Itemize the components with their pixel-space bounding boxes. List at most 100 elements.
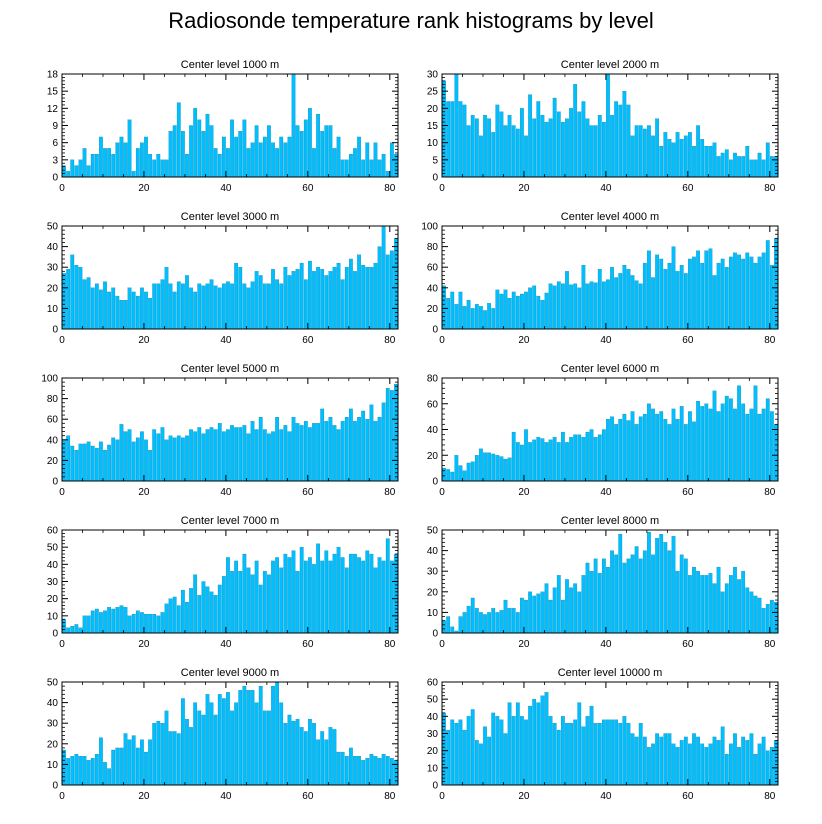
histogram-bar xyxy=(524,135,528,178)
histogram-bar xyxy=(688,411,692,482)
histogram-bar xyxy=(573,583,578,634)
histogram-bar xyxy=(221,576,226,634)
histogram-bar xyxy=(642,128,647,178)
histogram-bar xyxy=(729,743,733,786)
histogram-bar xyxy=(606,73,610,178)
histogram-bar xyxy=(593,125,598,178)
histogram-bar xyxy=(152,283,157,330)
histogram-bar xyxy=(254,271,259,330)
histogram-bar xyxy=(536,437,541,482)
histogram-bar xyxy=(679,265,684,330)
histogram-bar xyxy=(729,575,733,634)
histogram-bar xyxy=(700,406,705,482)
histogram-bar xyxy=(217,694,222,786)
histogram-bar xyxy=(601,719,606,786)
histogram-bar xyxy=(234,702,239,786)
histogram-bar xyxy=(552,437,557,482)
histogram-bar xyxy=(745,252,750,330)
histogram-bar xyxy=(544,292,549,330)
y-tick-label: 60 xyxy=(47,526,59,537)
y-tick-label: 60 xyxy=(427,678,439,689)
histogram-bar xyxy=(156,153,161,178)
histogram-bar xyxy=(283,553,288,634)
histogram-bar xyxy=(462,612,467,634)
histogram-bar xyxy=(577,287,582,330)
histogram-bar xyxy=(487,736,491,786)
histogram-bar xyxy=(511,608,516,634)
histogram-bar xyxy=(606,279,610,330)
histogram-bar xyxy=(741,258,746,330)
histogram-bar xyxy=(119,424,124,482)
histogram-bar xyxy=(381,225,386,330)
histogram-bar xyxy=(589,125,594,178)
histogram-bar xyxy=(164,159,169,178)
histogram-bar xyxy=(340,557,345,634)
histogram-bar xyxy=(491,712,496,786)
histogram-bar xyxy=(250,574,255,634)
histogram-bar xyxy=(712,583,717,634)
histogram-bar xyxy=(82,279,87,330)
histogram-bar xyxy=(140,612,144,634)
histogram-bar xyxy=(704,403,709,482)
histogram-bar xyxy=(107,444,111,482)
histogram-bar xyxy=(148,153,152,178)
x-tick-label: 40 xyxy=(600,639,612,650)
y-tick-label: 80 xyxy=(427,242,439,253)
histogram-bar xyxy=(446,616,451,634)
histogram-bar xyxy=(385,756,390,786)
histogram-bar xyxy=(176,102,181,178)
histogram-bar xyxy=(556,281,561,330)
x-tick-label: 0 xyxy=(439,791,445,802)
x-tick-label: 40 xyxy=(600,335,612,346)
histogram-bar xyxy=(745,413,750,482)
histogram-bar xyxy=(172,437,177,482)
histogram-bar xyxy=(320,269,325,330)
histogram-bar xyxy=(193,291,198,330)
histogram-bar xyxy=(757,256,762,330)
histogram-bar xyxy=(230,283,234,330)
histogram-bar xyxy=(761,252,766,330)
y-tick-label: 20 xyxy=(47,283,59,294)
histogram-bar xyxy=(593,437,598,482)
histogram-bar xyxy=(737,747,741,786)
histogram-bar xyxy=(365,550,370,634)
histogram-bar xyxy=(544,442,549,482)
histogram-bar xyxy=(663,419,668,482)
histogram-bar xyxy=(336,262,341,330)
panel-2: Center level 2000 m 0 5 10 15 20 25 30 0 20 40 60 80 xyxy=(427,59,779,194)
x-tick-label: 20 xyxy=(518,791,530,802)
histogram-bar xyxy=(94,447,99,482)
histogram-bar xyxy=(328,727,333,786)
histogram-bar xyxy=(520,716,524,786)
histogram-bar xyxy=(520,108,524,178)
y-tick-label: 10 xyxy=(47,304,59,315)
histogram-bar xyxy=(86,441,91,482)
histogram-bar xyxy=(271,269,275,330)
histogram-bar xyxy=(201,714,206,786)
histogram-bar xyxy=(205,283,210,330)
histogram-bar xyxy=(601,558,606,634)
histogram-bar xyxy=(140,142,144,178)
histogram-bar xyxy=(148,613,152,634)
histogram-bar xyxy=(320,408,325,482)
panel-9: Center level 9000 m 0 10 20 30 40 50 0 20 40 60 80 xyxy=(47,667,399,802)
histogram-bar xyxy=(630,135,635,178)
histogram-bar xyxy=(573,719,578,786)
histogram-bar xyxy=(642,550,647,634)
y-tick-label: 20 xyxy=(47,456,59,467)
histogram-bar xyxy=(577,702,582,786)
histogram-bar xyxy=(238,131,243,178)
histogram-bar xyxy=(712,390,717,482)
histogram-bar xyxy=(548,283,553,330)
histogram-bar xyxy=(597,573,602,634)
histogram-bar xyxy=(160,279,165,330)
histogram-bar xyxy=(344,417,349,482)
histogram-bar xyxy=(340,159,345,178)
histogram-bar xyxy=(221,698,226,786)
histogram-bar xyxy=(749,159,754,178)
histogram-bar xyxy=(369,267,374,330)
histogram-bar xyxy=(696,250,700,330)
histogram-bar xyxy=(111,437,116,482)
histogram-bar xyxy=(569,284,573,330)
histogram-bar xyxy=(741,156,746,178)
